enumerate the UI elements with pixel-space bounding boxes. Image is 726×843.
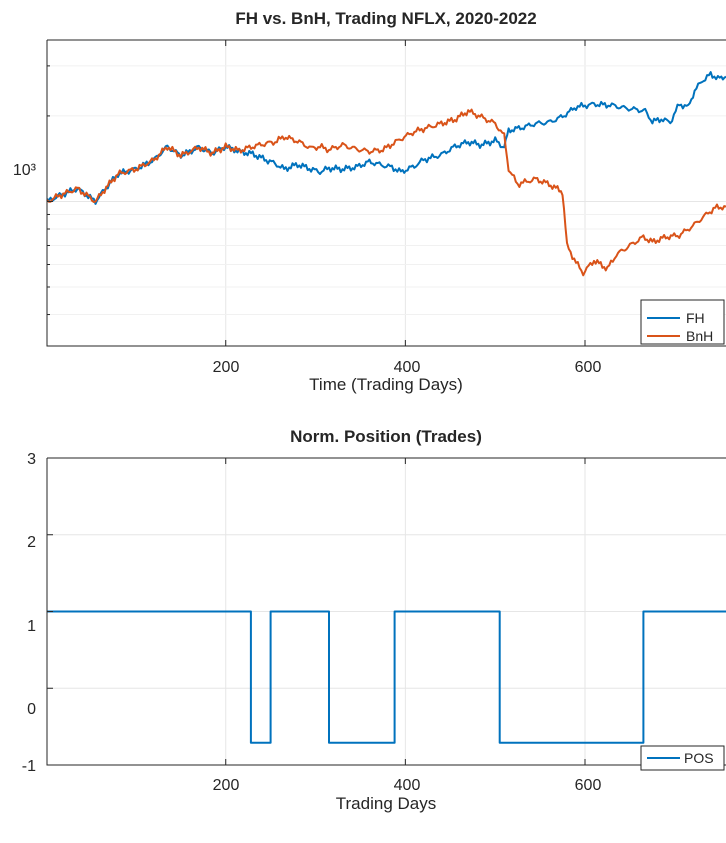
top-y-tick-label: 10³ bbox=[13, 162, 37, 179]
bottom-y-tick-label: 2 bbox=[27, 534, 36, 551]
legend-fh-label: FH bbox=[686, 310, 705, 326]
top-grid bbox=[47, 40, 726, 346]
top-x-tick-label: 600 bbox=[575, 359, 602, 376]
top-x-tick-label: 200 bbox=[213, 359, 240, 376]
top-axis-box bbox=[46, 39, 726, 347]
bottom-series-lines bbox=[47, 610, 726, 744]
bottom-legend: POS bbox=[640, 745, 725, 771]
series-pos-line bbox=[47, 610, 726, 744]
top-series-lines bbox=[46, 71, 726, 277]
bottom-x-tick-label: 600 bbox=[575, 777, 602, 794]
top-x-axis-label: Time (Trading Days) bbox=[309, 375, 463, 394]
bottom-panel: Norm. Position (Trades) 200 400 600 3 2 … bbox=[22, 427, 726, 813]
bottom-y-tick-label: 3 bbox=[27, 451, 36, 468]
series-bnh-line bbox=[46, 108, 726, 277]
bottom-chart-title: Norm. Position (Trades) bbox=[290, 427, 482, 446]
bottom-x-tick-label: 400 bbox=[394, 777, 421, 794]
series-fh-line bbox=[46, 71, 726, 205]
top-chart-title: FH vs. BnH, Trading NFLX, 2020-2022 bbox=[235, 9, 536, 28]
top-plot-area bbox=[47, 40, 726, 346]
legend-pos-label: POS bbox=[684, 750, 714, 766]
top-panel: FH vs. BnH, Trading NFLX, 2020-2022 200 … bbox=[13, 9, 726, 394]
bottom-y-tick-label: 1 bbox=[27, 618, 36, 635]
bottom-y-tick-label: 0 bbox=[27, 701, 36, 718]
legend-bnh-label: BnH bbox=[686, 328, 713, 344]
top-tick-marks bbox=[47, 40, 586, 346]
bottom-x-axis-label: Trading Days bbox=[336, 794, 436, 813]
bottom-x-tick-label: 200 bbox=[213, 777, 240, 794]
top-x-tick-label: 400 bbox=[394, 359, 421, 376]
top-legend: FH BnH bbox=[640, 299, 725, 345]
bottom-y-tick-label: -1 bbox=[22, 758, 36, 775]
bottom-tick-marks bbox=[47, 457, 586, 766]
